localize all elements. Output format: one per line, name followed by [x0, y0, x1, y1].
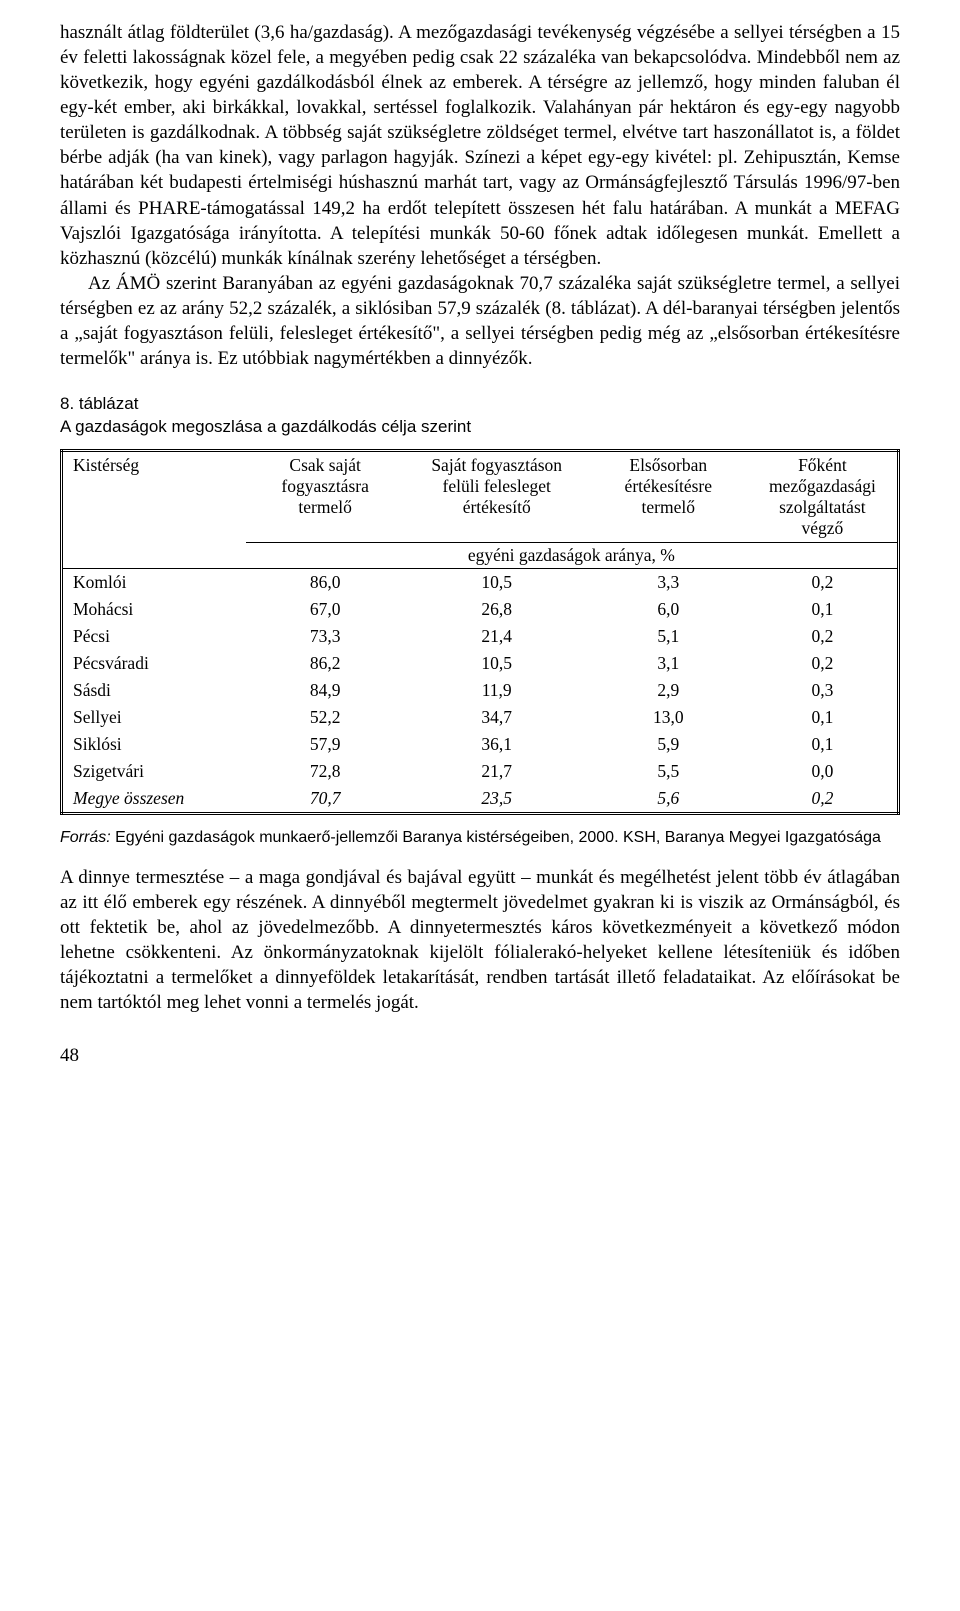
table-row: Mohácsi67,026,86,00,1	[62, 596, 899, 623]
cell: 0,2	[748, 650, 899, 677]
cell: 6,0	[589, 596, 748, 623]
cell: 23,5	[405, 785, 589, 814]
table-row: Komlói86,010,53,30,2	[62, 568, 899, 596]
row-label: Sellyei	[62, 704, 246, 731]
th-col4: Főként mezőgazdasági szolgáltatást végző	[748, 450, 899, 542]
cell: 84,9	[246, 677, 405, 704]
cell: 0,2	[748, 785, 899, 814]
paragraph-1: használt átlag földterület (3,6 ha/gazda…	[60, 20, 900, 271]
cell: 0,1	[748, 704, 899, 731]
table-row: Pécsváradi86,210,53,10,2	[62, 650, 899, 677]
table-caption: 8. táblázat A gazdaságok megoszlása a ga…	[60, 393, 900, 439]
cell: 0,2	[748, 623, 899, 650]
paragraph-3: A dinnye termesztése – a maga gondjával …	[60, 865, 900, 1015]
table-source: Forrás: Egyéni gazdaságok munkaerő-jelle…	[60, 829, 900, 847]
source-lead: Forrás:	[60, 829, 111, 846]
page: használt átlag földterület (3,6 ha/gazda…	[0, 0, 960, 1107]
table-title: A gazdaságok megoszlása a gazdálkodás cé…	[60, 417, 471, 436]
table-row: Pécsi73,321,45,10,2	[62, 623, 899, 650]
cell: 21,7	[405, 758, 589, 785]
cell: 10,5	[405, 568, 589, 596]
th-col1: Csak saját fogyasztásra termelő	[246, 450, 405, 542]
cell: 86,0	[246, 568, 405, 596]
th-col3: Elsősorban értékesítésre termelő	[589, 450, 748, 542]
th-kisterseg: Kistérség	[62, 450, 246, 568]
body-text-block-2: A dinnye termesztése – a maga gondjával …	[60, 865, 900, 1015]
table-row: Szigetvári72,821,75,50,0	[62, 758, 899, 785]
cell: 13,0	[589, 704, 748, 731]
th-subheader: egyéni gazdaságok aránya, %	[246, 542, 899, 568]
cell: 26,8	[405, 596, 589, 623]
table-total-row: Megye összesen70,723,55,60,2	[62, 785, 899, 814]
cell: 10,5	[405, 650, 589, 677]
cell: 5,6	[589, 785, 748, 814]
row-label: Mohácsi	[62, 596, 246, 623]
cell: 52,2	[246, 704, 405, 731]
cell: 21,4	[405, 623, 589, 650]
data-table: Kistérség Csak saját fogyasztásra termel…	[60, 449, 900, 815]
body-text-block: használt átlag földterület (3,6 ha/gazda…	[60, 20, 900, 371]
row-label: Pécsváradi	[62, 650, 246, 677]
row-label: Pécsi	[62, 623, 246, 650]
cell: 3,1	[589, 650, 748, 677]
cell: 73,3	[246, 623, 405, 650]
table-row: Sellyei52,234,713,00,1	[62, 704, 899, 731]
paragraph-2: Az ÁMÖ szerint Baranyában az egyéni gazd…	[60, 271, 900, 371]
row-label: Siklósi	[62, 731, 246, 758]
cell: 67,0	[246, 596, 405, 623]
cell: 0,0	[748, 758, 899, 785]
cell: 72,8	[246, 758, 405, 785]
table-row: Siklósi57,936,15,90,1	[62, 731, 899, 758]
source-text: Egyéni gazdaságok munkaerő-jellemzői Bar…	[111, 829, 881, 846]
cell: 3,3	[589, 568, 748, 596]
cell: 0,1	[748, 731, 899, 758]
cell: 5,5	[589, 758, 748, 785]
cell: 0,1	[748, 596, 899, 623]
cell: 5,1	[589, 623, 748, 650]
table-row: Sásdi84,911,92,90,3	[62, 677, 899, 704]
row-label: Sásdi	[62, 677, 246, 704]
cell: 57,9	[246, 731, 405, 758]
cell: 86,2	[246, 650, 405, 677]
row-label: Szigetvári	[62, 758, 246, 785]
table-head: Kistérség Csak saját fogyasztásra termel…	[62, 450, 899, 568]
cell: 0,3	[748, 677, 899, 704]
cell: 11,9	[405, 677, 589, 704]
row-label: Komlói	[62, 568, 246, 596]
row-label: Megye összesen	[62, 785, 246, 814]
cell: 70,7	[246, 785, 405, 814]
cell: 5,9	[589, 731, 748, 758]
cell: 36,1	[405, 731, 589, 758]
cell: 2,9	[589, 677, 748, 704]
table-number: 8. táblázat	[60, 393, 900, 416]
cell: 0,2	[748, 568, 899, 596]
table-body: Komlói86,010,53,30,2 Mohácsi67,026,86,00…	[62, 568, 899, 813]
cell: 34,7	[405, 704, 589, 731]
th-col2: Saját fogyasztáson felüli felesleget ért…	[405, 450, 589, 542]
page-number: 48	[60, 1045, 900, 1067]
